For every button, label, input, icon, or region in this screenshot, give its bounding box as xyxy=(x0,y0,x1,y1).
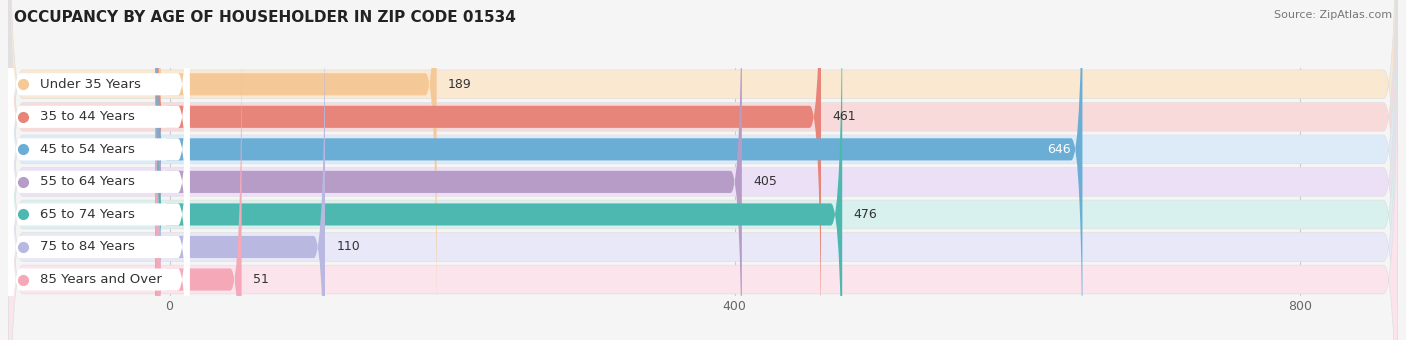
FancyBboxPatch shape xyxy=(8,0,190,340)
FancyBboxPatch shape xyxy=(8,0,1398,340)
Text: 35 to 44 Years: 35 to 44 Years xyxy=(39,110,135,123)
FancyBboxPatch shape xyxy=(156,0,742,340)
Text: 476: 476 xyxy=(853,208,877,221)
Text: 65 to 74 Years: 65 to 74 Years xyxy=(39,208,135,221)
FancyBboxPatch shape xyxy=(156,0,842,340)
FancyBboxPatch shape xyxy=(8,0,1398,340)
FancyBboxPatch shape xyxy=(8,0,190,340)
FancyBboxPatch shape xyxy=(156,0,325,340)
Text: 189: 189 xyxy=(449,78,471,91)
Text: 405: 405 xyxy=(754,175,778,188)
FancyBboxPatch shape xyxy=(156,0,821,340)
Text: OCCUPANCY BY AGE OF HOUSEHOLDER IN ZIP CODE 01534: OCCUPANCY BY AGE OF HOUSEHOLDER IN ZIP C… xyxy=(14,10,516,25)
Text: 75 to 84 Years: 75 to 84 Years xyxy=(39,240,135,254)
Text: 55 to 64 Years: 55 to 64 Years xyxy=(39,175,135,188)
FancyBboxPatch shape xyxy=(8,0,1398,340)
Text: 51: 51 xyxy=(253,273,269,286)
FancyBboxPatch shape xyxy=(8,0,190,340)
FancyBboxPatch shape xyxy=(8,30,190,340)
FancyBboxPatch shape xyxy=(8,0,190,340)
FancyBboxPatch shape xyxy=(8,0,1398,340)
Text: 85 Years and Over: 85 Years and Over xyxy=(39,273,162,286)
Text: 110: 110 xyxy=(336,240,360,254)
FancyBboxPatch shape xyxy=(156,0,437,334)
FancyBboxPatch shape xyxy=(156,30,242,340)
FancyBboxPatch shape xyxy=(156,0,1083,340)
FancyBboxPatch shape xyxy=(8,0,190,340)
FancyBboxPatch shape xyxy=(8,0,1398,340)
FancyBboxPatch shape xyxy=(8,0,1398,340)
FancyBboxPatch shape xyxy=(8,0,1398,340)
FancyBboxPatch shape xyxy=(8,0,190,334)
Text: Under 35 Years: Under 35 Years xyxy=(39,78,141,91)
Text: 646: 646 xyxy=(1047,143,1071,156)
Text: 461: 461 xyxy=(832,110,856,123)
Text: Source: ZipAtlas.com: Source: ZipAtlas.com xyxy=(1274,10,1392,20)
Text: 45 to 54 Years: 45 to 54 Years xyxy=(39,143,135,156)
